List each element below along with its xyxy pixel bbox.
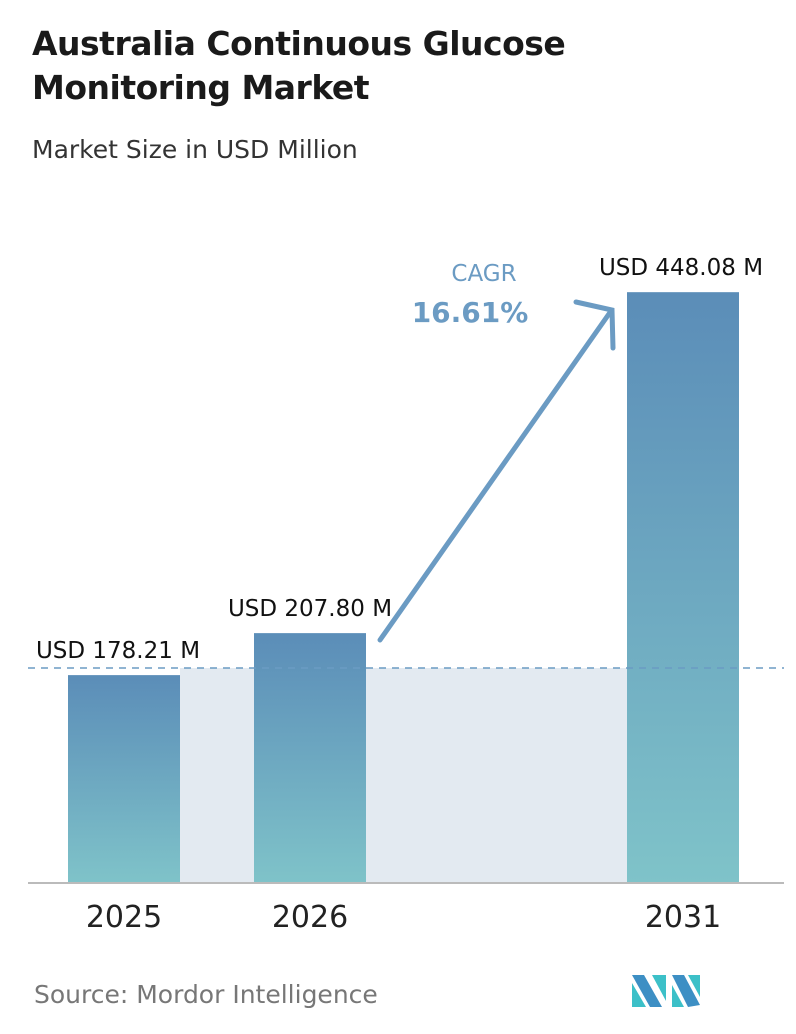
bar-2026 bbox=[254, 633, 366, 883]
bar-2031 bbox=[627, 292, 739, 884]
x-tick-2026: 2026 bbox=[272, 900, 348, 935]
x-tick-2025: 2025 bbox=[86, 900, 162, 935]
cagr-label: CAGR bbox=[451, 261, 516, 287]
chart-subtitle: Market Size in USD Million bbox=[32, 135, 358, 164]
cagr-arrow bbox=[377, 299, 616, 643]
chart-title: Australia Continuous Glucose Monitoring … bbox=[32, 24, 566, 107]
mordor-intelligence-logo bbox=[632, 975, 700, 1007]
shaded-region bbox=[180, 668, 627, 883]
x-tick-2031: 2031 bbox=[645, 900, 721, 935]
bar-2025 bbox=[68, 675, 180, 883]
bar-chart: CAGR 16.61% USD 178.21 M 2025 USD 207.80 M… bbox=[28, 255, 784, 935]
data-label-2025: USD 178.21 M bbox=[36, 638, 200, 664]
data-label-2031: USD 448.08 M bbox=[599, 255, 763, 281]
data-label-2026: USD 207.80 M bbox=[228, 596, 392, 622]
cagr-value: 16.61% bbox=[412, 296, 529, 329]
source-text: Source: Mordor Intelligence bbox=[34, 980, 378, 1009]
